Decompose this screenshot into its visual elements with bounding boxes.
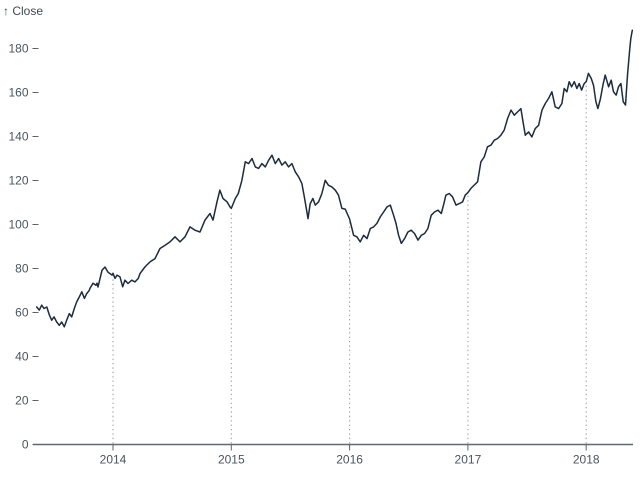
x-tick-label: 2015 — [218, 453, 245, 467]
y-tick-label: 20 — [15, 394, 29, 408]
y-tick-label: 160 — [8, 86, 28, 100]
y-tick-label: 100 — [8, 218, 28, 232]
x-tick-label: 2018 — [573, 453, 600, 467]
y-tick-label: 120 — [8, 174, 28, 188]
y-tick-label: 180 — [8, 42, 28, 56]
x-axis: 2014 2015 2016 2017 2018 — [33, 443, 633, 467]
y-tick-label: 140 — [8, 130, 28, 144]
x-tick-label: 2017 — [455, 453, 482, 467]
close-price-line — [35, 29, 634, 328]
x-tick-label: 2016 — [336, 453, 363, 467]
y-tick-label: 60 — [15, 306, 29, 320]
y-axis: 0 20 40 60 80 100 120 140 160 180 — [8, 42, 39, 452]
x-tick-label: 2014 — [100, 453, 127, 467]
year-dotted-rules — [112, 84, 587, 444]
y-axis-title: ↑ Close — [3, 4, 43, 18]
y-tick-label: 0 — [22, 438, 29, 452]
y-tick-label: 40 — [15, 350, 29, 364]
y-tick-label: 80 — [15, 262, 29, 276]
